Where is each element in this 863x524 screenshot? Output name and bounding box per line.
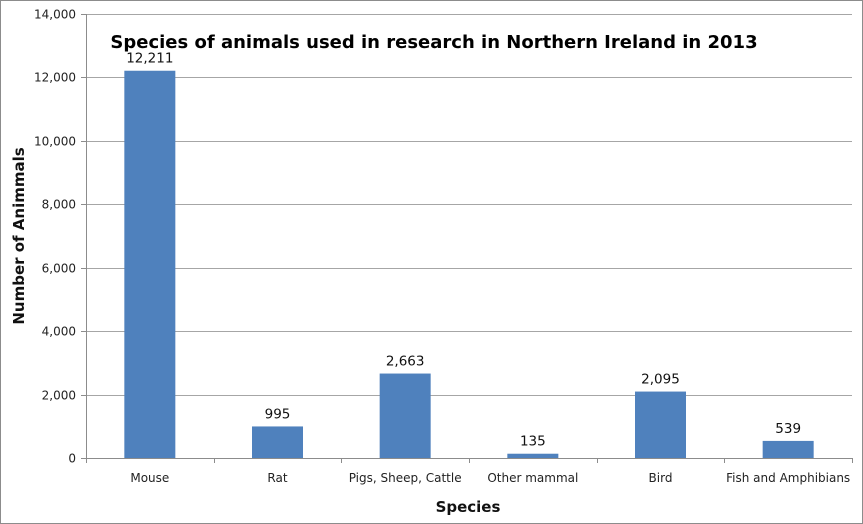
- bar: [635, 391, 686, 458]
- chart-title: Species of animals used in research in N…: [110, 32, 757, 53]
- data-label: 2,095: [641, 372, 680, 388]
- x-tick-label: Other mammal: [487, 471, 578, 485]
- data-label: 135: [520, 434, 546, 450]
- y-tick-label: 6,000: [42, 262, 76, 276]
- data-label: 539: [775, 421, 801, 437]
- y-tick-label: 4,000: [42, 325, 76, 339]
- bar: [252, 426, 303, 458]
- data-label: 995: [265, 406, 291, 422]
- bar: [507, 453, 559, 458]
- y-tick-label: 14,000: [34, 8, 76, 22]
- data-label: 2,663: [386, 354, 425, 370]
- y-tick-label: 0: [68, 452, 76, 466]
- x-axis-title: Species: [436, 498, 501, 516]
- y-tick-label: 10,000: [34, 135, 76, 149]
- x-tick-label: Fish and Amphibians: [726, 471, 850, 485]
- x-tick-label: Bird: [649, 471, 673, 485]
- y-tick-label: 8,000: [42, 198, 76, 212]
- data-label: 12,211: [126, 51, 173, 67]
- y-tick-label: 12,000: [34, 71, 76, 85]
- x-tick-label: Mouse: [130, 471, 169, 485]
- x-tick-label: Rat: [267, 471, 287, 485]
- bar: [379, 373, 431, 458]
- bar: [124, 70, 176, 459]
- bar: [762, 440, 814, 458]
- x-tick-label: Pigs, Sheep, Cattle: [349, 471, 462, 485]
- y-tick-label: 2,000: [42, 389, 76, 403]
- y-axis-title: Number of Animmals: [10, 147, 28, 324]
